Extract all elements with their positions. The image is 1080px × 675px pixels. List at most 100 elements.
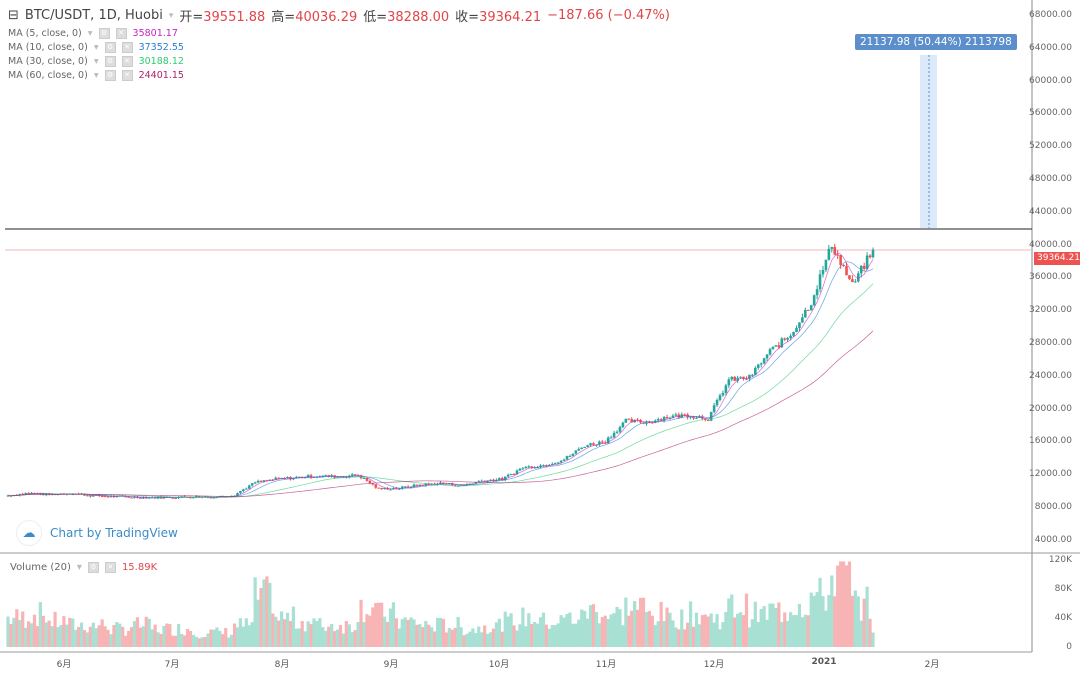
- volume-bar: [244, 618, 248, 647]
- volume-bar: [809, 592, 813, 647]
- chevron-down-icon[interactable]: ▾: [168, 10, 174, 21]
- volume-bar: [374, 603, 378, 647]
- settings-icon[interactable]: ⚙: [104, 42, 116, 53]
- chevron-down-icon[interactable]: ▾: [76, 562, 82, 573]
- candle-body: [833, 247, 837, 255]
- candle-body: [253, 482, 257, 484]
- settings-icon[interactable]: ⚙: [104, 56, 116, 67]
- settings-icon[interactable]: ⚙: [87, 562, 99, 573]
- candle-body: [127, 496, 130, 498]
- volume-tick: 0: [1066, 642, 1072, 652]
- candle-body: [250, 483, 254, 486]
- volume-bar: [462, 635, 466, 647]
- close-icon[interactable]: ✕: [121, 42, 133, 53]
- volume-bar: [247, 625, 251, 647]
- ohlc-open: 开=39551.88: [179, 10, 266, 25]
- volume-bar: [335, 629, 340, 647]
- candle-body: [171, 497, 175, 499]
- volume-bar: [344, 621, 348, 647]
- volume-bar: [727, 598, 731, 647]
- volume-bar: [294, 628, 298, 647]
- volume-bar: [668, 612, 672, 647]
- volume-bar: [388, 608, 393, 647]
- indicator-ma-30[interactable]: MA (30, close, 0) ▾ ⚙ ✕ 30188.12: [8, 56, 670, 67]
- volume-bar: [382, 616, 387, 647]
- volume-tick: 80K: [1054, 584, 1072, 594]
- volume-bar: [191, 634, 195, 647]
- candle-body: [353, 474, 357, 476]
- candle-body: [762, 358, 766, 364]
- volume-bar: [765, 619, 769, 647]
- tradingview-watermark[interactable]: ☁ Chart by TradingView: [16, 520, 178, 546]
- volume-bar: [653, 625, 657, 647]
- close-icon[interactable]: ✕: [104, 562, 116, 573]
- volume-bar: [568, 612, 572, 647]
- volume-bar: [356, 622, 360, 647]
- volume-bar: [150, 629, 154, 647]
- symbol-title[interactable]: BTC/USDT, 1D, Huobi: [24, 8, 163, 23]
- y-tick: 4000.00: [1034, 534, 1072, 545]
- candle-body: [603, 442, 607, 444]
- volume-bar: [106, 629, 110, 647]
- volume-bar: [512, 625, 516, 647]
- close-icon[interactable]: ✕: [121, 70, 133, 81]
- close-icon[interactable]: ✕: [121, 56, 133, 67]
- volume-bar: [700, 615, 704, 647]
- volume-bar: [815, 592, 819, 647]
- candle-body: [342, 476, 345, 478]
- candle-body: [518, 468, 522, 471]
- settings-icon[interactable]: ⚙: [98, 28, 110, 39]
- close-icon[interactable]: ✕: [115, 28, 127, 39]
- candle-body: [809, 305, 813, 311]
- chevron-down-icon[interactable]: ▾: [87, 28, 93, 39]
- volume-bar: [147, 618, 151, 647]
- candle-body: [24, 493, 27, 495]
- chevron-down-icon[interactable]: ▾: [93, 70, 99, 81]
- candle-body: [400, 486, 404, 489]
- volume-bar: [77, 626, 81, 647]
- volume-bar: [453, 627, 457, 647]
- indicator-value: 24401.15: [138, 70, 184, 81]
- candle-body: [812, 295, 816, 306]
- indicator-ma-5[interactable]: MA (5, close, 0) ▾ ⚙ ✕ 35801.17: [8, 28, 670, 39]
- candle-body: [727, 379, 731, 386]
- chevron-down-icon[interactable]: ▾: [93, 42, 99, 53]
- collapse-icon[interactable]: ⊟: [8, 8, 19, 23]
- volume-bar: [474, 633, 478, 647]
- volume-bar: [103, 626, 107, 647]
- volume-bar: [638, 597, 643, 647]
- volume-bar: [718, 629, 722, 647]
- candle-body: [368, 480, 372, 484]
- indicator-ma-10[interactable]: MA (10, close, 0) ▾ ⚙ ✕ 37352.55: [8, 42, 670, 53]
- volume-bar: [856, 596, 860, 647]
- volume-bar: [118, 623, 122, 647]
- ohlc-low: 低=38288.00: [363, 10, 450, 25]
- volume-bar: [438, 617, 443, 647]
- chevron-down-icon[interactable]: ▾: [93, 56, 99, 67]
- volume-bar: [391, 602, 396, 647]
- candle-body: [350, 474, 354, 476]
- volume-bar: [530, 623, 534, 647]
- volume-bar: [330, 624, 334, 647]
- indicator-ma-60[interactable]: MA (60, close, 0) ▾ ⚙ ✕ 24401.15: [8, 70, 670, 81]
- volume-bar: [362, 622, 366, 647]
- volume-bar: [238, 618, 243, 647]
- volume-bar: [709, 613, 713, 647]
- candle-body: [477, 481, 481, 483]
- volume-bar: [853, 590, 857, 647]
- volume-bar: [327, 626, 331, 647]
- volume-bar: [656, 621, 660, 647]
- volume-bar: [715, 614, 719, 647]
- candle-body: [489, 479, 492, 481]
- settings-icon[interactable]: ⚙: [104, 70, 116, 81]
- volume-bar: [418, 624, 422, 647]
- candle-body: [439, 482, 442, 484]
- volume-bar: [830, 575, 834, 647]
- x-tick: 7月: [164, 660, 180, 670]
- volume-bar: [691, 626, 696, 647]
- candle-body: [639, 420, 642, 423]
- volume-bar: [780, 621, 784, 647]
- candle-body: [130, 497, 133, 499]
- volume-bar: [636, 609, 640, 647]
